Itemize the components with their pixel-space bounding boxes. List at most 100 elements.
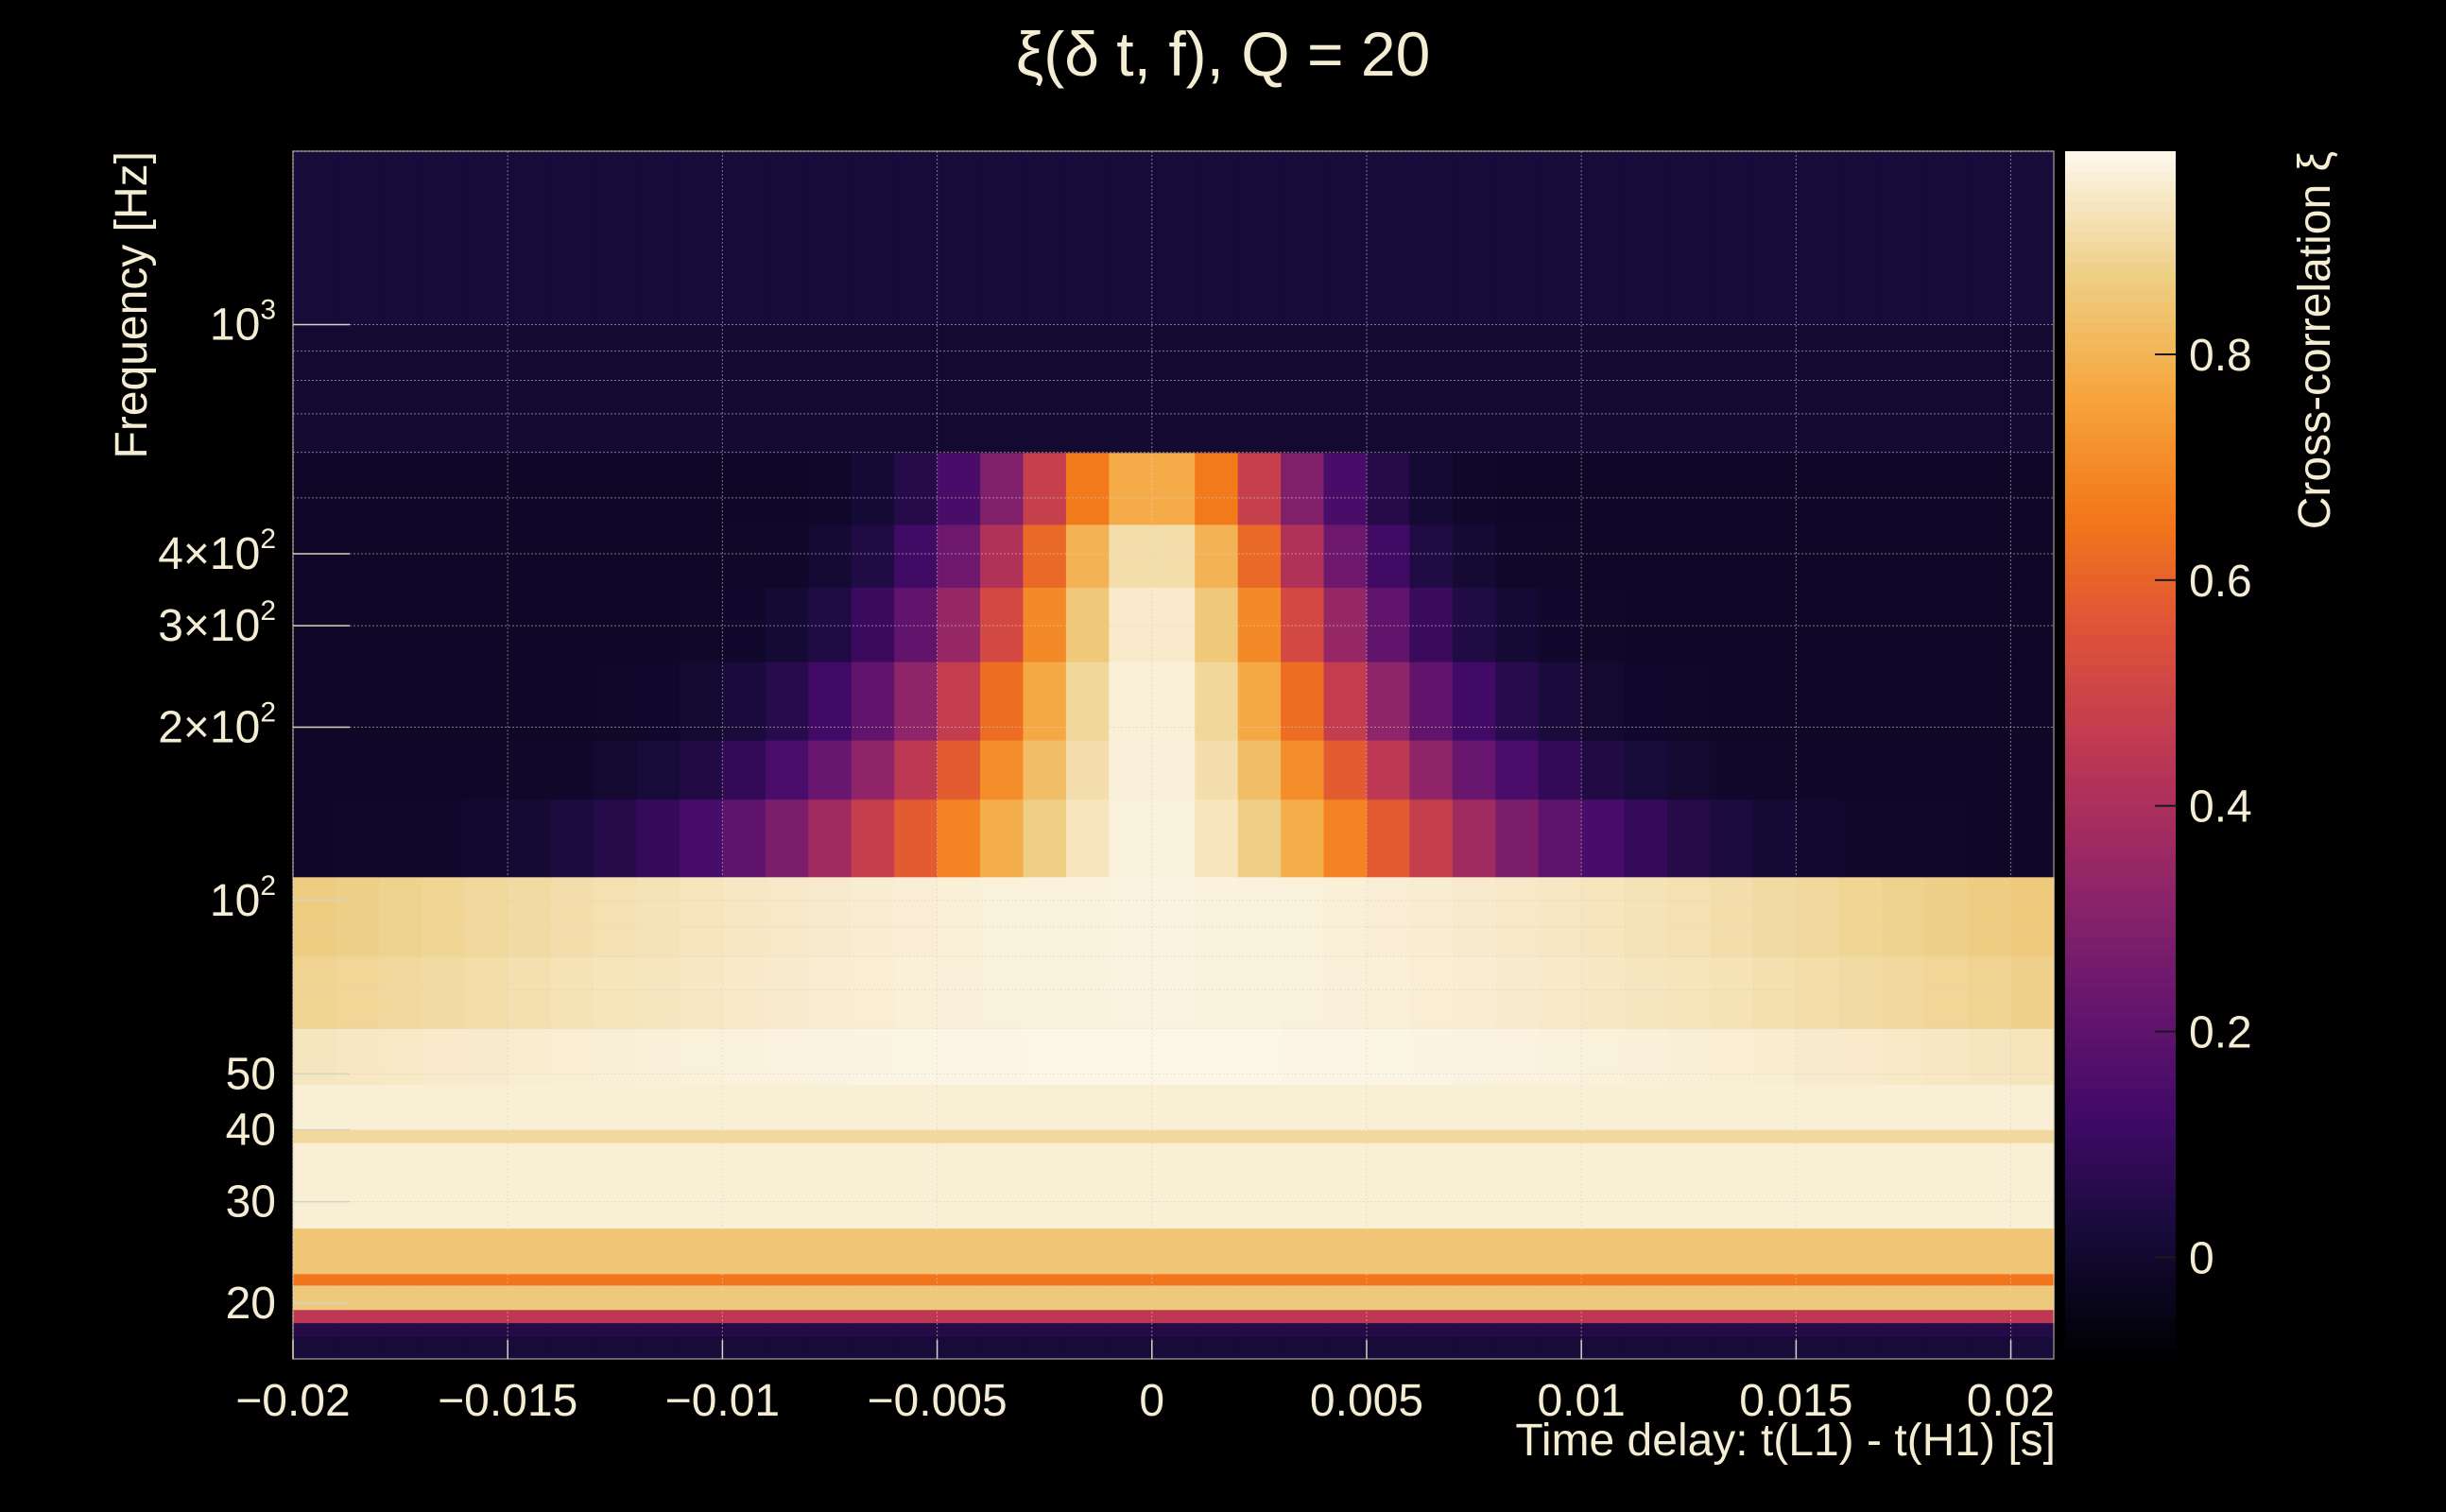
- heatmap-cell: [1882, 1336, 1926, 1360]
- heatmap-cell: [1151, 740, 1196, 800]
- heatmap-cell: [464, 740, 508, 800]
- heatmap: [293, 151, 2055, 1360]
- heatmap-cell: [464, 876, 508, 957]
- heatmap-cell: [1109, 1129, 1153, 1143]
- heatmap-cell: [422, 662, 466, 741]
- heatmap-cell: [1195, 876, 1239, 957]
- heatmap-cell: [765, 876, 809, 957]
- y-axis-ticks: 20 30 40 50 102 2×102 3×102 4×102 103: [158, 294, 350, 1329]
- heatmap-cell: [1538, 1322, 1582, 1337]
- heatmap-cell: [894, 1143, 939, 1229]
- colorbar-step: [2065, 1076, 2176, 1089]
- heatmap-cell: [1882, 587, 1926, 662]
- heatmap-cell: [293, 1309, 337, 1324]
- heatmap-cell: [1495, 1309, 1540, 1324]
- heatmap-cell: [765, 1084, 809, 1131]
- colorbar-step: [2065, 472, 2176, 485]
- heatmap-cell: [1109, 1273, 1153, 1286]
- heatmap-cell: [980, 1273, 1025, 1286]
- heatmap-cell: [679, 1143, 723, 1229]
- heatmap-cell: [1710, 1284, 1754, 1311]
- x-tick-label: 0.005: [1310, 1376, 1423, 1426]
- heatmap-cell: [1023, 587, 1067, 662]
- heatmap-cell: [1882, 151, 1926, 326]
- heatmap-cell: [808, 662, 853, 741]
- heatmap-cell: [1366, 524, 1411, 588]
- heatmap-cell: [851, 662, 895, 741]
- heatmap-cell: [1366, 324, 1411, 454]
- heatmap-cell: [1237, 876, 1282, 957]
- heatmap-cell: [1151, 1309, 1196, 1324]
- heatmap-cell: [508, 1309, 552, 1324]
- heatmap-cell: [1023, 1143, 1067, 1229]
- colorbar-step: [2065, 714, 2176, 726]
- heatmap-cell: [1151, 1143, 1196, 1229]
- heatmap-cell: [1667, 524, 1712, 588]
- colorbar-step: [2065, 282, 2176, 293]
- colorbar-step: [2065, 855, 2176, 867]
- colorbar-step: [2065, 453, 2176, 464]
- heatmap-cell: [1581, 452, 1626, 525]
- heatmap-cell: [422, 1129, 466, 1143]
- colorbar-step: [2065, 1208, 2176, 1219]
- colorbar-step: [2065, 695, 2176, 706]
- colorbar-step: [2065, 503, 2176, 515]
- heatmap-cell: [851, 452, 895, 525]
- heatmap-cell: [851, 799, 895, 878]
- heatmap-cell: [508, 1129, 552, 1143]
- heatmap-cell: [1237, 799, 1282, 878]
- heatmap-cell: [722, 452, 767, 525]
- heatmap-cell: [1710, 662, 1754, 741]
- heatmap-cell: [1924, 324, 1969, 454]
- heatmap-cell: [1752, 1143, 1797, 1229]
- heatmap-cell: [1968, 1028, 2012, 1085]
- heatmap-cell: [1452, 1309, 1496, 1324]
- heatmap-cell: [1710, 151, 1754, 326]
- heatmap-cell: [1538, 524, 1582, 588]
- heatmap-cell: [1796, 956, 1840, 1029]
- heatmap-cell: [851, 587, 895, 662]
- heatmap-cell: [336, 1084, 380, 1131]
- y-tick-label: 20: [226, 1279, 276, 1329]
- x-tick-label: 0: [1139, 1376, 1164, 1426]
- colorbar-step: [2065, 1338, 2176, 1350]
- heatmap-cell: [1323, 740, 1368, 800]
- plot-frame: [292, 150, 2055, 1360]
- heatmap-cell: [550, 1284, 594, 1311]
- heatmap-cell: [1882, 1273, 1926, 1286]
- heatmap-cell: [1538, 1129, 1582, 1143]
- heatmap-cell: [1838, 1028, 1883, 1085]
- heatmap-cell: [1667, 1322, 1712, 1337]
- heatmap-cell: [1065, 1336, 1110, 1360]
- heatmap-cell: [508, 587, 552, 662]
- heatmap-cell: [464, 1273, 508, 1286]
- heatmap-cell: [336, 324, 380, 454]
- heatmap-cell: [1838, 662, 1883, 741]
- heatmap-cell: [1366, 1143, 1411, 1229]
- colorbar-label: Cross-correlation ξ: [2290, 151, 2340, 529]
- heatmap-cell: [765, 1309, 809, 1324]
- heatmap-cell: [808, 1273, 853, 1286]
- heatmap-cell: [336, 1273, 380, 1286]
- heatmap-cell: [336, 1228, 380, 1275]
- heatmap-cell: [1882, 324, 1926, 454]
- heatmap-cell: [1538, 956, 1582, 1029]
- y-tick-label: 4×102: [158, 524, 276, 579]
- heatmap-cell: [1023, 1322, 1067, 1337]
- heatmap-cell: [636, 1284, 680, 1311]
- heatmap-cell: [1237, 1028, 1282, 1085]
- heatmap-cell: [765, 452, 809, 525]
- heatmap-cell: [1667, 956, 1712, 1029]
- heatmap-cell: [636, 587, 680, 662]
- heatmap-cell: [1323, 1273, 1368, 1286]
- heatmap-cell: [1882, 1284, 1926, 1311]
- heatmap-cell: [1538, 1309, 1582, 1324]
- heatmap-cell: [422, 587, 466, 662]
- colorbar-step: [2065, 392, 2176, 404]
- colorbar-step: [2065, 1046, 2176, 1058]
- colorbar-tick-label: 0.4: [2189, 782, 2252, 833]
- heatmap-cell: [679, 1028, 723, 1085]
- heatmap-cell: [1195, 1143, 1239, 1229]
- heatmap-cell: [1838, 1143, 1883, 1229]
- heatmap-cell: [336, 1284, 380, 1311]
